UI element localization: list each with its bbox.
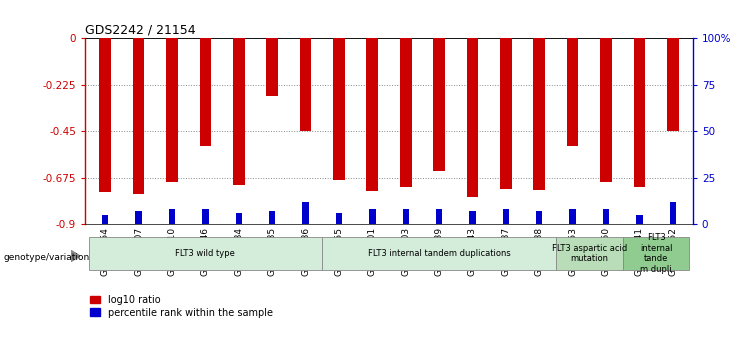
- Bar: [299, 38, 311, 131]
- FancyBboxPatch shape: [556, 237, 622, 270]
- Bar: [302, 202, 309, 224]
- Text: genotype/variation: genotype/variation: [4, 253, 90, 262]
- Bar: [236, 213, 242, 224]
- FancyBboxPatch shape: [622, 237, 689, 270]
- Bar: [567, 38, 579, 146]
- Text: FLT3 internal tandem duplications: FLT3 internal tandem duplications: [368, 249, 511, 258]
- Text: FLT3 aspartic acid
mutation: FLT3 aspartic acid mutation: [552, 244, 627, 263]
- Bar: [367, 38, 378, 191]
- Bar: [469, 211, 476, 224]
- Bar: [233, 38, 245, 185]
- Bar: [202, 209, 209, 224]
- Bar: [336, 213, 342, 224]
- Bar: [102, 215, 108, 224]
- Bar: [569, 209, 576, 224]
- Bar: [603, 209, 609, 224]
- Bar: [269, 211, 276, 224]
- Bar: [266, 38, 278, 96]
- Bar: [402, 209, 409, 224]
- Text: GDS2242 / 21154: GDS2242 / 21154: [85, 24, 196, 37]
- Bar: [433, 38, 445, 171]
- Bar: [500, 38, 512, 189]
- Bar: [637, 215, 642, 224]
- Bar: [634, 38, 645, 187]
- Bar: [467, 38, 479, 197]
- Text: FLT3
internal
tande
m dupli: FLT3 internal tande m dupli: [640, 234, 672, 274]
- Bar: [670, 202, 676, 224]
- Bar: [667, 38, 679, 131]
- Bar: [333, 38, 345, 180]
- Bar: [169, 209, 175, 224]
- Bar: [536, 211, 542, 224]
- Bar: [133, 38, 144, 194]
- FancyBboxPatch shape: [89, 237, 322, 270]
- Bar: [600, 38, 612, 182]
- Bar: [436, 209, 442, 224]
- Bar: [99, 38, 111, 192]
- Bar: [136, 211, 142, 224]
- Polygon shape: [71, 250, 80, 262]
- Text: FLT3 wild type: FLT3 wild type: [176, 249, 236, 258]
- Legend: log10 ratio, percentile rank within the sample: log10 ratio, percentile rank within the …: [90, 295, 273, 318]
- Bar: [199, 38, 211, 146]
- Bar: [400, 38, 411, 187]
- Bar: [369, 209, 376, 224]
- FancyBboxPatch shape: [322, 237, 556, 270]
- Bar: [502, 209, 509, 224]
- Bar: [166, 38, 178, 182]
- Bar: [534, 38, 545, 190]
